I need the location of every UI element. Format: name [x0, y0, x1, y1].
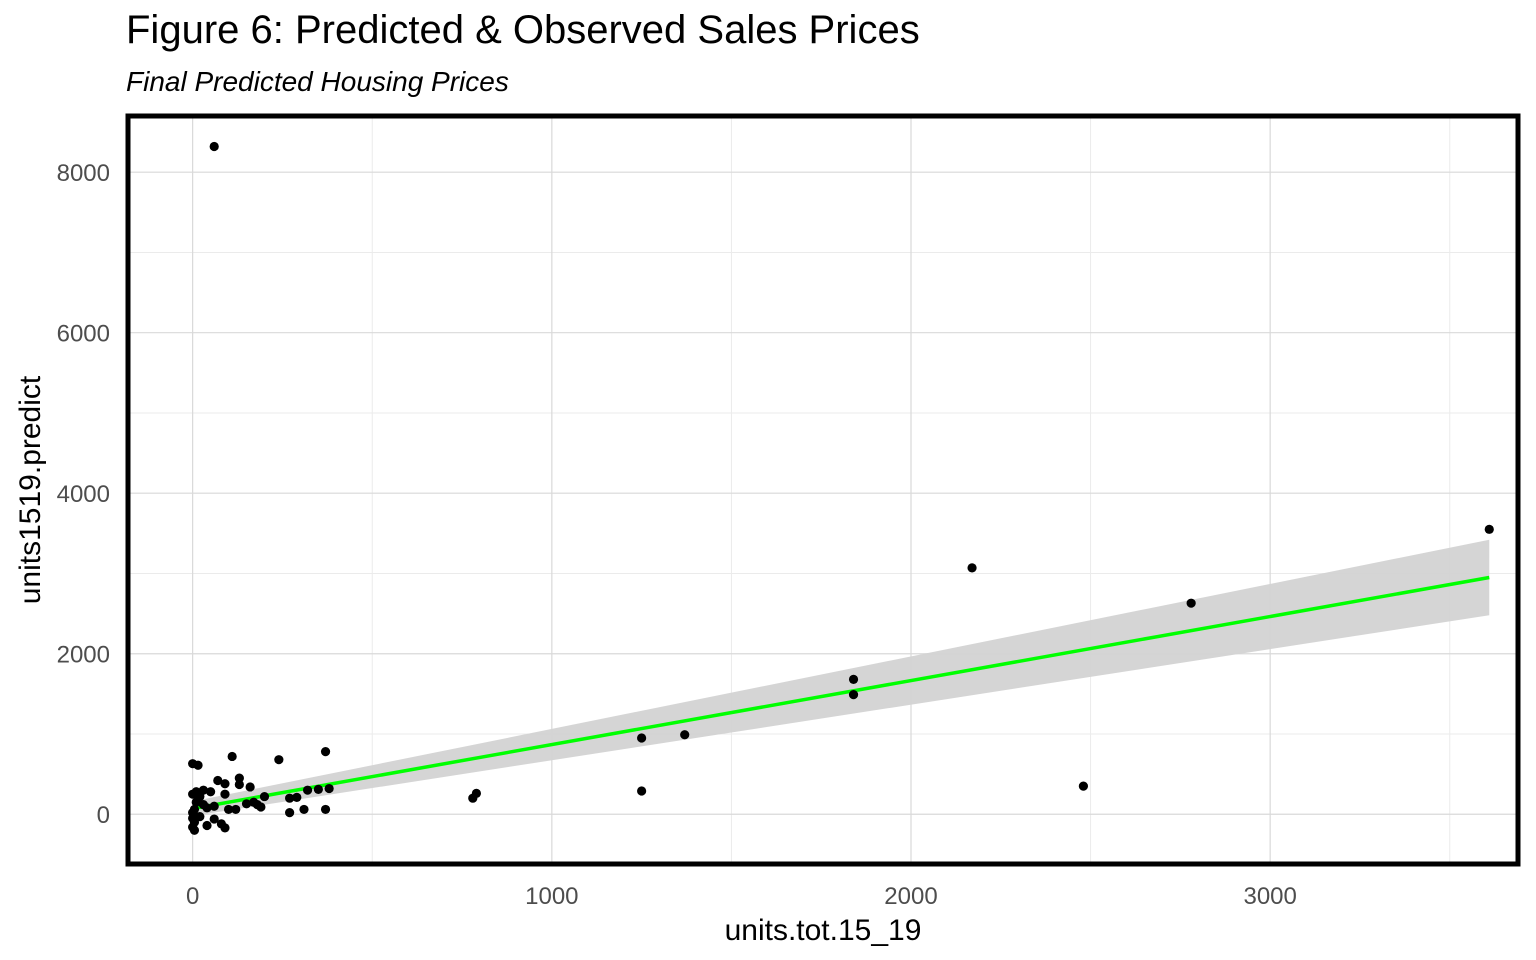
data-point — [209, 814, 219, 824]
data-point — [1078, 781, 1089, 791]
data-point — [256, 802, 266, 812]
data-point — [848, 674, 859, 685]
chart-title: Figure 6: Predicted & Observed Sales Pri… — [126, 8, 920, 52]
data-point — [231, 804, 241, 815]
data-point — [206, 787, 216, 797]
confidence-band — [192, 539, 1490, 816]
data-point — [220, 779, 230, 789]
data-point — [292, 792, 302, 802]
data-point — [848, 690, 859, 700]
data-point — [637, 733, 647, 743]
data-point — [193, 760, 203, 770]
data-point — [324, 783, 334, 794]
fit-line — [192, 575, 1490, 811]
points-layer — [188, 141, 1494, 835]
y-tick-label: 0 — [97, 802, 110, 829]
y-tick-label: 4000 — [57, 481, 110, 508]
data-point — [320, 747, 331, 757]
data-point — [234, 779, 244, 790]
data-point — [209, 141, 219, 152]
data-point — [680, 730, 690, 740]
data-point — [320, 804, 331, 815]
y-tick-label: 2000 — [57, 642, 110, 669]
x-tick-label: 0 — [186, 883, 199, 910]
data-point — [967, 563, 977, 573]
data-point — [274, 755, 284, 765]
x-tick-label: 2000 — [884, 883, 937, 910]
data-point — [195, 812, 205, 822]
data-point — [189, 825, 200, 835]
data-point — [209, 801, 219, 811]
data-point — [227, 751, 237, 762]
x-axis-title: units.tot.15_19 — [725, 914, 922, 947]
data-point — [245, 782, 255, 792]
y-axis-title: units1519.predict — [14, 375, 47, 604]
data-point — [220, 823, 230, 833]
confidence-band-layer — [192, 539, 1490, 816]
data-point — [313, 784, 323, 794]
data-point — [198, 800, 209, 810]
data-point — [637, 786, 647, 796]
grid-layer — [128, 116, 1518, 864]
data-point — [234, 773, 244, 783]
y-tick-label: 8000 — [57, 160, 110, 187]
data-point — [259, 791, 270, 802]
fit-line-layer — [192, 575, 1490, 811]
data-point — [285, 808, 295, 818]
data-point — [302, 785, 313, 795]
data-point — [471, 788, 481, 798]
data-point — [213, 775, 223, 786]
data-point — [202, 820, 212, 831]
data-point — [241, 799, 252, 809]
tick-label-layer: 0 1000 2000 3000 0 2000 4000 6000 8000 — [57, 160, 1297, 910]
data-point — [299, 804, 309, 815]
data-point — [1484, 524, 1494, 534]
y-tick-label: 6000 — [57, 321, 110, 348]
x-tick-label: 3000 — [1243, 883, 1296, 910]
data-point — [223, 804, 234, 815]
data-point — [1186, 598, 1196, 608]
data-point — [285, 793, 295, 803]
x-tick-label: 1000 — [525, 883, 578, 910]
data-point — [220, 789, 230, 799]
panel-border — [125, 113, 1521, 867]
chart-subtitle: Final Predicted Housing Prices — [126, 66, 509, 97]
